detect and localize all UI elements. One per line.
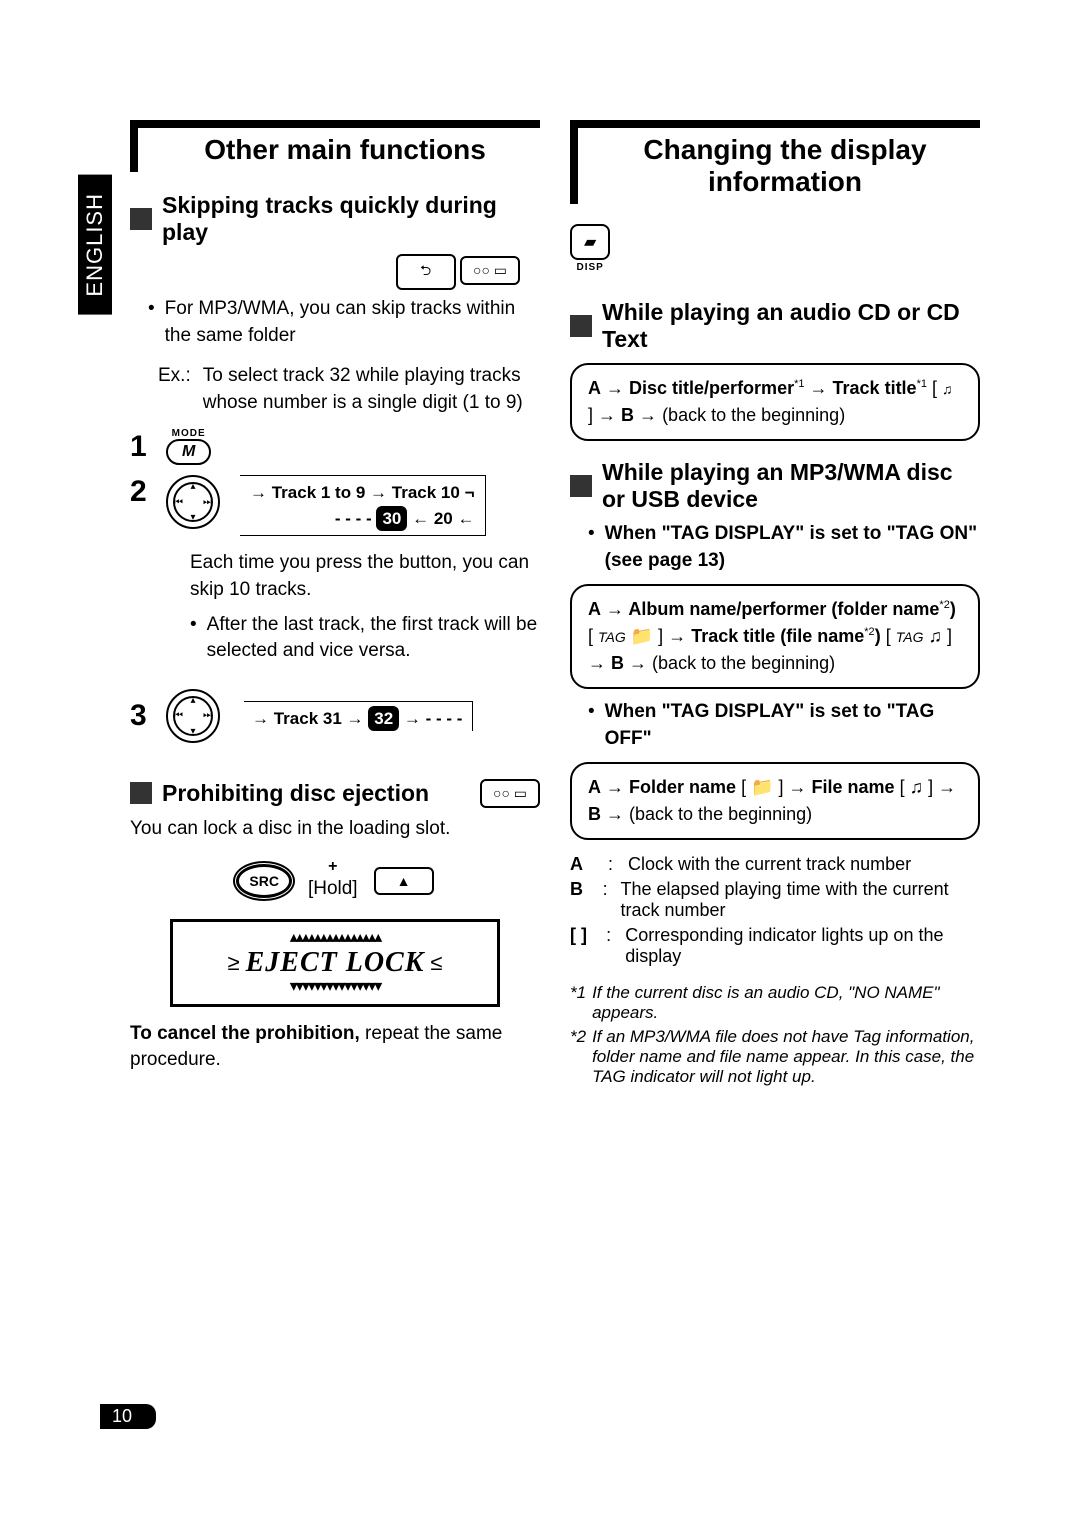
def-a-val: Clock with the current track number: [628, 854, 911, 875]
eject-button-icon: ▲: [374, 867, 434, 895]
right-column: Changing the display information ▰ DISP …: [570, 120, 980, 1091]
skipping-tracks-heading: Skipping tracks quickly during play: [130, 192, 540, 246]
bullet-icon: •: [588, 699, 595, 752]
seq-a: A: [588, 378, 601, 398]
tag-off-note: When "TAG DISPLAY" is set to "TAG OFF": [605, 699, 980, 752]
cd-heading-text: While playing an audio CD or CD Text: [602, 299, 980, 353]
sup-2b: *2: [864, 626, 874, 638]
page-number: 10: [100, 1404, 156, 1429]
tagoff-a: A: [588, 777, 601, 797]
control-knob-icon: ▴▾⏮⏭: [166, 475, 220, 529]
cancel-prohibition-bold: To cancel the prohibition,: [130, 1023, 360, 1044]
footnote-2-text: If an MP3/WMA file does not have Tag inf…: [592, 1027, 980, 1087]
def-b-key: B: [570, 879, 595, 921]
changing-display-title: Changing the display information: [570, 120, 980, 204]
skipping-tracks-heading-text: Skipping tracks quickly during play: [162, 192, 540, 246]
disp-button-icon: ▰ DISP: [570, 224, 610, 273]
footnote-1-text: If the current disc is an audio CD, "NO …: [592, 983, 980, 1023]
def-a-key: A: [570, 854, 600, 875]
square-bullet-icon: [570, 475, 592, 497]
track-20-label: 20: [434, 509, 453, 528]
mp3-tagoff-sequence: A → Folder name [ 📁 ] → File name [ ♫ ] …: [570, 762, 980, 840]
mode-caption: MODE: [166, 428, 211, 439]
prohibiting-heading-text: Prohibiting disc ejection: [162, 780, 429, 807]
display-button-icon: ○○ ▭: [480, 779, 540, 808]
seq-back: (back to the beginning): [662, 405, 845, 425]
lock-disc-text: You can lock a disc in the loading slot.: [130, 816, 540, 843]
track-flow-diagram: → Track 1 to 9 → Track 10 ¬ - - - - 30 ←…: [240, 475, 486, 536]
track-30-pill: 30: [376, 506, 407, 532]
tagoff-file: File name: [812, 777, 895, 797]
square-bullet-icon: [130, 782, 152, 804]
mp3-heading-text: While playing an MP3/WMA disc or USB dev…: [602, 459, 980, 513]
sup-2a: *2: [939, 599, 949, 611]
bullet-icon: •: [190, 612, 197, 665]
tagon-album: Album name/performer (folder name: [628, 599, 939, 619]
footnote-1-mark: *1: [570, 983, 586, 1023]
footnote-2-mark: *2: [570, 1027, 586, 1087]
seq-disc: Disc title/performer: [629, 378, 794, 398]
tagoff-folder: Folder name: [629, 777, 736, 797]
plus-label: +: [308, 858, 358, 876]
def-b-val: The elapsed playing time with the curren…: [620, 879, 980, 921]
tag-folder-icon: TAG: [598, 629, 626, 645]
track-31-flow: → Track 31 → 32 → - - - -: [244, 701, 473, 732]
track-1-9-label: Track 1 to 9: [272, 483, 366, 502]
language-tab: ENGLISH: [78, 175, 112, 315]
disp-caption: DISP: [570, 262, 610, 273]
src-button-icon: SRC: [236, 864, 292, 898]
square-bullet-icon: [570, 315, 592, 337]
mp3-tagon-sequence: A → Album name/performer (folder name*2)…: [570, 584, 980, 689]
mode-letter: M: [166, 439, 211, 465]
track-10-label: Track 10: [392, 483, 460, 502]
tagoff-b: B: [588, 804, 601, 824]
sup-1b: *1: [917, 378, 927, 390]
track-32-pill: 32: [368, 706, 399, 732]
left-column: Other main functions Skipping tracks qui…: [130, 120, 540, 1091]
cd-display-sequence: A → Disc title/performer*1 → Track title…: [570, 363, 980, 441]
step-3-number: 3: [130, 699, 154, 733]
tag-on-note: When "TAG DISPLAY" is set to "TAG ON" (s…: [605, 521, 980, 574]
tagon-a: A: [588, 599, 601, 619]
step-1-number: 1: [130, 430, 154, 464]
sup-1: *1: [794, 378, 804, 390]
display-button-icon: ○○ ▭: [460, 256, 520, 285]
tagon-b: B: [611, 653, 624, 673]
skip-icons-row: ⮌ ○○ ▭: [130, 254, 520, 290]
bullet-icon: •: [148, 296, 155, 349]
tagoff-back: (back to the beginning): [629, 804, 812, 824]
example-text: To select track 32 while playing tracks …: [203, 363, 540, 416]
tag-note-icon: TAG: [896, 629, 924, 645]
track-31-label: Track 31: [274, 709, 342, 728]
seq-track: Track title: [833, 378, 917, 398]
definitions-list: A : Clock with the current track number …: [570, 854, 980, 967]
square-bullet-icon: [130, 208, 152, 230]
bullet-icon: •: [588, 521, 595, 574]
other-main-functions-title: Other main functions: [130, 120, 540, 172]
mp3-wma-skip-note: For MP3/WMA, you can skip tracks within …: [165, 296, 540, 349]
control-knob-icon: ▴▾⏮⏭: [166, 689, 220, 743]
eject-lock-text: EJECT LOCK: [246, 945, 425, 981]
eject-lock-display: ▴▴▴▴▴▴▴▴▴▴▴▴▴▴▴ ≥ EJECT LOCK ≤ ▾▾▾▾▾▾▾▾▾…: [170, 919, 500, 1007]
each-time-text: Each time you press the button, you can …: [190, 550, 540, 603]
footnotes: *1 If the current disc is an audio CD, "…: [570, 983, 980, 1087]
after-last-text: After the last track, the first track wi…: [207, 612, 540, 665]
mode-button-icon: MODE M: [166, 428, 211, 465]
tagon-track: Track title (file name: [691, 626, 864, 646]
example-label: Ex.:: [158, 363, 191, 416]
hold-label: [Hold]: [308, 876, 358, 903]
return-button-icon: ⮌: [396, 254, 456, 290]
step-2-number: 2: [130, 475, 154, 509]
def-brackets-val: Corresponding indicator lights up on the…: [625, 925, 980, 967]
seq-b: B: [621, 405, 634, 425]
tagon-back: (back to the beginning): [652, 653, 835, 673]
def-brackets-key: [ ]: [570, 925, 598, 967]
